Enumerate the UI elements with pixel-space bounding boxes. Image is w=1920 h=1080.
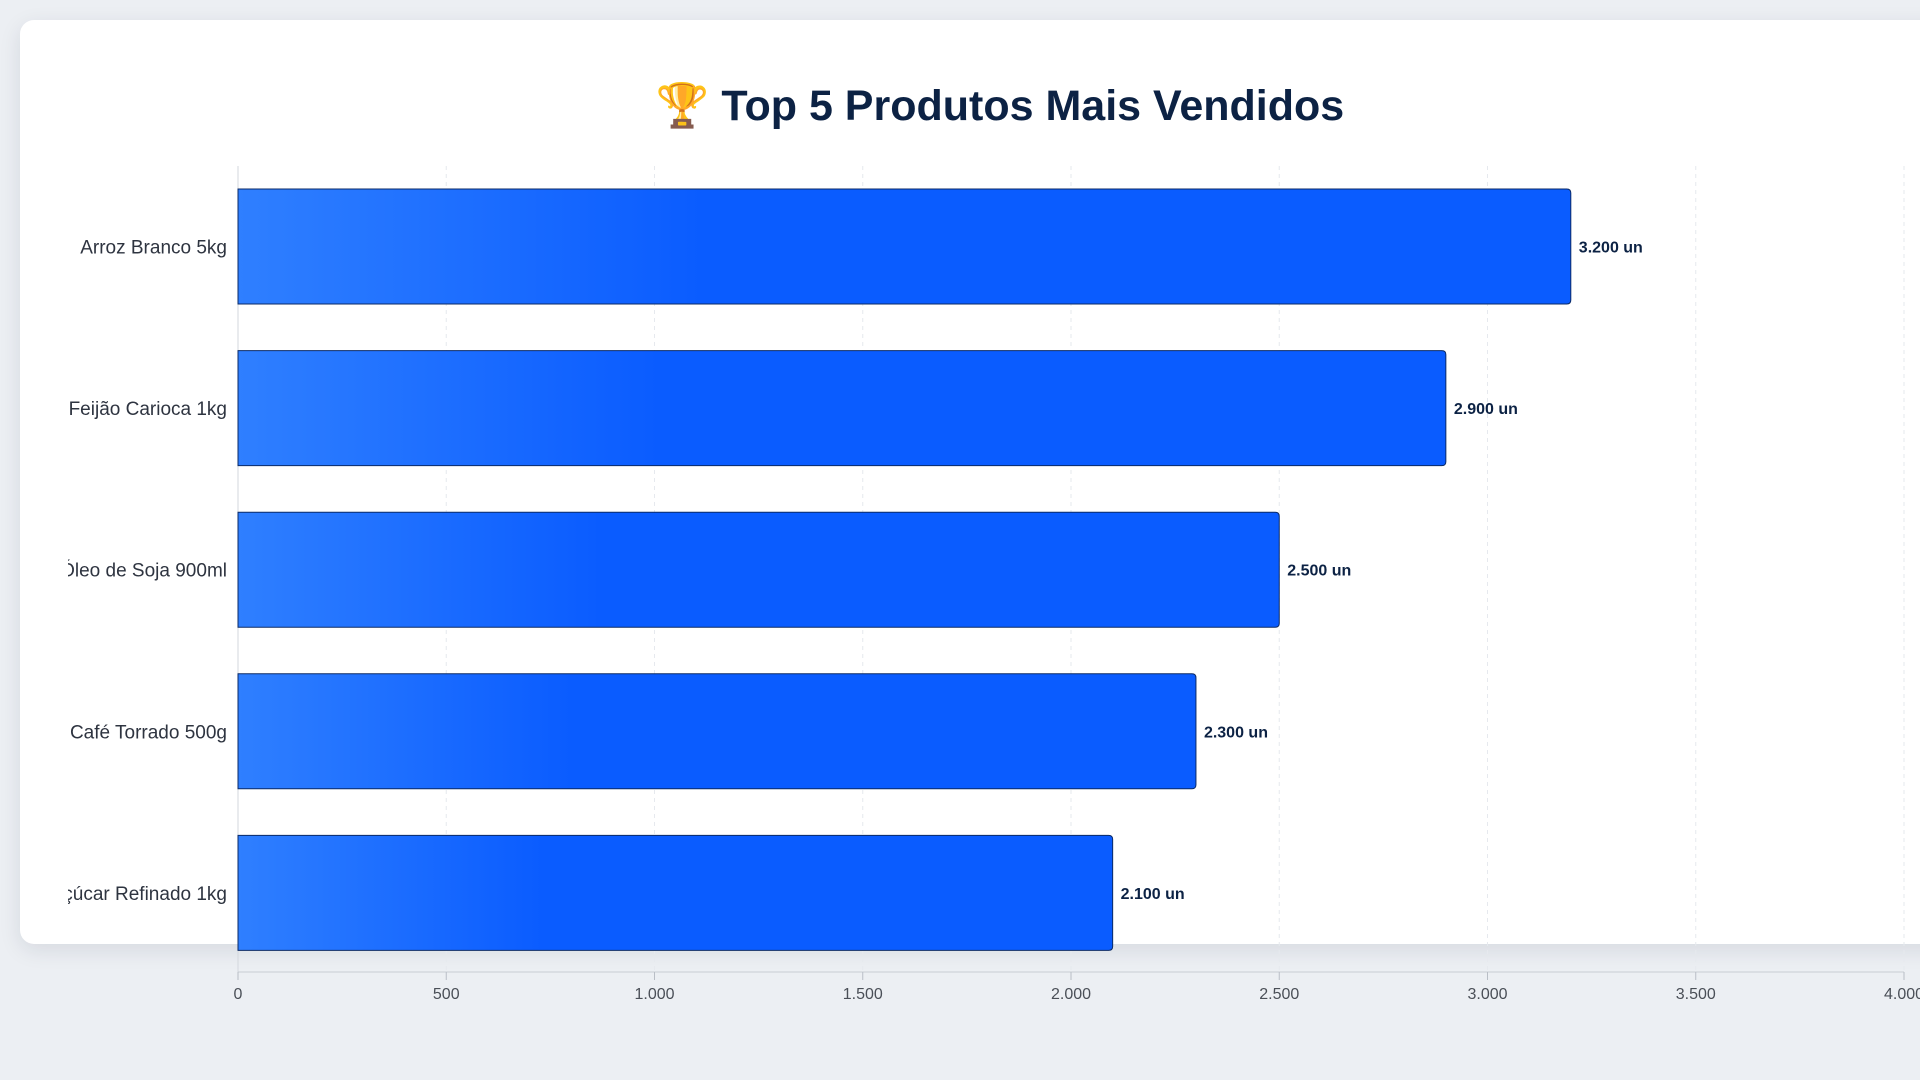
chart-title: 🏆 Top 5 Produtos Mais Vendidos — [0, 78, 1920, 134]
category-label: Açúcar Refinado 1kg — [51, 884, 227, 905]
x-tick-label: 3.000 — [1467, 986, 1507, 1003]
bar — [237, 188, 1572, 305]
value-label: 3.200 un — [1579, 240, 1643, 257]
value-label: 2.500 un — [1287, 563, 1351, 580]
chart-card — [20, 20, 1920, 944]
x-tick-label: 1.000 — [634, 986, 674, 1003]
bar — [237, 834, 1114, 951]
trophy-icon: 🏆 — [655, 81, 710, 131]
bar — [237, 511, 1280, 628]
x-tick-label: 2.000 — [1051, 986, 1091, 1003]
value-label: 2.900 un — [1454, 401, 1518, 418]
x-tick-label: 4.000 — [1884, 986, 1920, 1003]
category-label: Arroz Branco 5kg — [80, 238, 227, 259]
x-tick-label: 2.500 — [1259, 986, 1299, 1003]
chart-title-text: Top 5 Produtos Mais Vendidos — [721, 82, 1345, 130]
bar — [237, 673, 1197, 790]
value-label: 2.100 un — [1121, 886, 1185, 903]
category-label: Café Torrado 500g — [70, 722, 227, 743]
value-label: 2.300 un — [1204, 724, 1268, 741]
x-tick-label: 500 — [433, 986, 460, 1003]
x-tick-label: 1.500 — [843, 986, 883, 1003]
category-label: Feijão Carioca 1kg — [69, 399, 227, 420]
x-tick-label: 3.500 — [1676, 986, 1716, 1003]
category-label: Óleo de Soja 900ml — [60, 560, 227, 582]
x-tick-label: 0 — [234, 986, 243, 1003]
bar — [237, 350, 1447, 467]
